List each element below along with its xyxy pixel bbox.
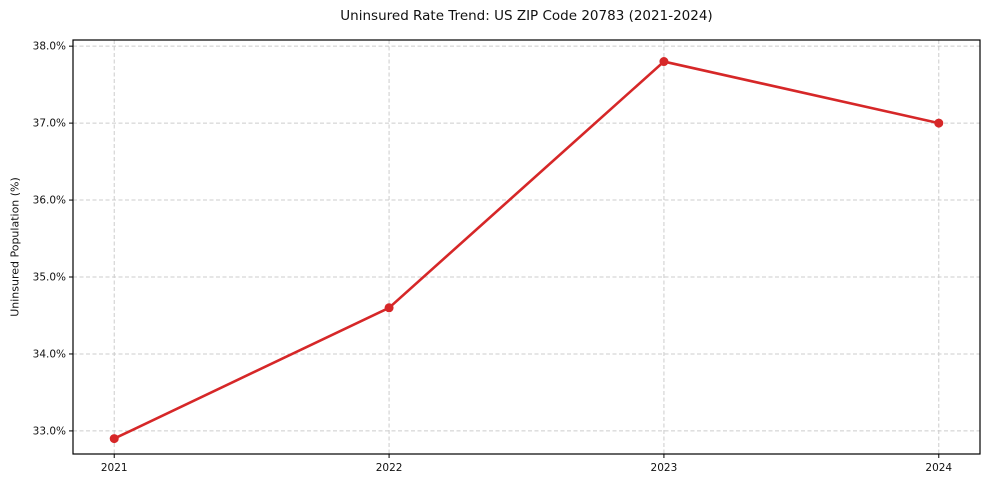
data-point bbox=[659, 57, 669, 67]
y-tick-label: 36.0% bbox=[33, 195, 66, 207]
trend-line bbox=[112, 60, 941, 440]
y-tick-label: 33.0% bbox=[33, 425, 66, 437]
data-point bbox=[109, 434, 119, 444]
x-tick-label: 2022 bbox=[376, 462, 403, 474]
axes-spines bbox=[72, 39, 981, 455]
chart-title: Uninsured Rate Trend: US ZIP Code 20783 … bbox=[340, 8, 713, 24]
y-tick-label: 38.0% bbox=[33, 41, 66, 53]
y-tick-label: 34.0% bbox=[33, 348, 66, 360]
x-tick-label: 2021 bbox=[101, 462, 128, 474]
y-tick-label: 35.0% bbox=[33, 272, 66, 284]
x-tick-label: 2023 bbox=[651, 462, 678, 474]
x-tick-label: 2024 bbox=[925, 462, 952, 474]
data-point bbox=[934, 118, 944, 128]
y-axis-label: Uninsured Population (%) bbox=[8, 177, 22, 317]
data-point bbox=[384, 303, 394, 313]
y-tick-label: 37.0% bbox=[33, 118, 66, 130]
